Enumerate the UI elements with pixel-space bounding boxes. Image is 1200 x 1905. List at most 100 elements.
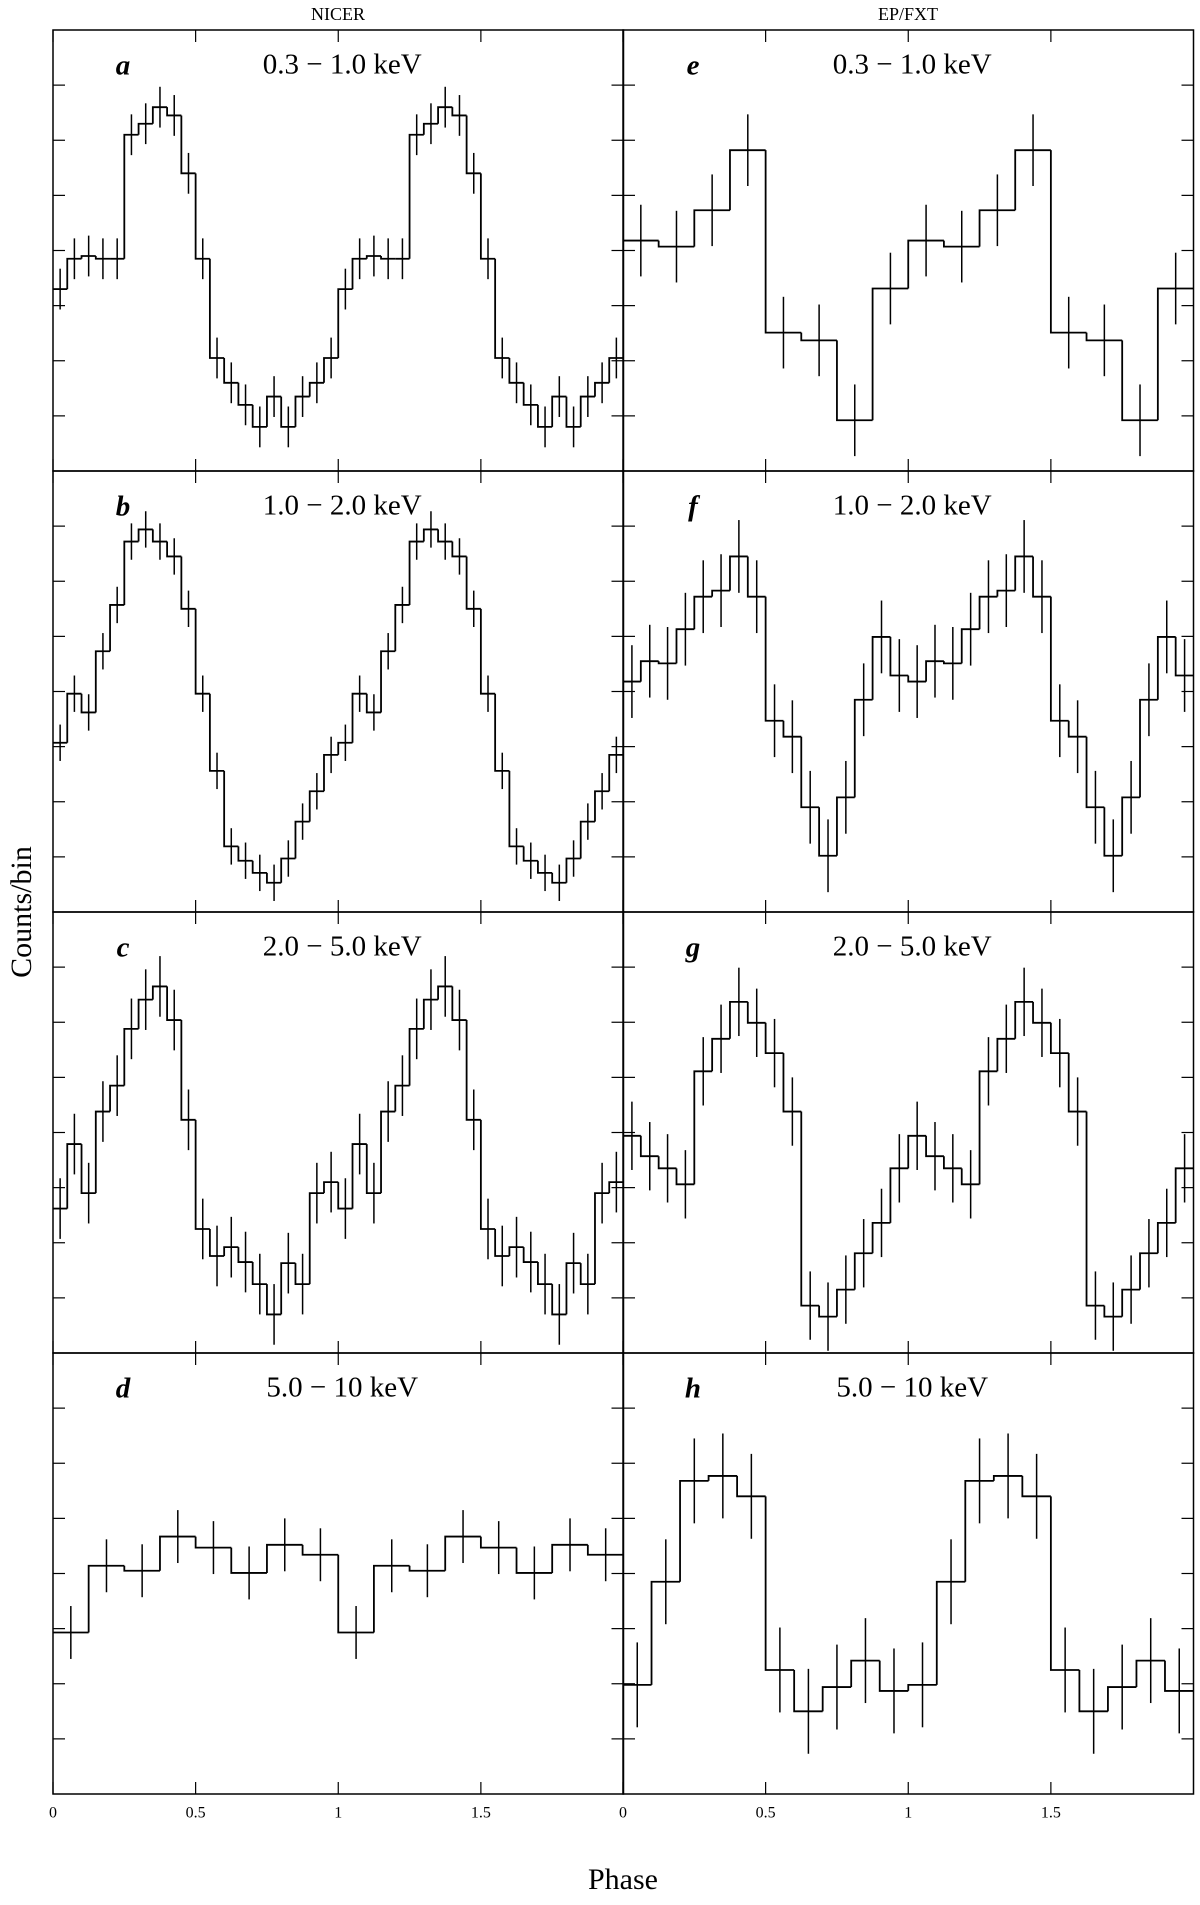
- step: [1049, 596, 1069, 722]
- step: [836, 1288, 855, 1317]
- step: [294, 820, 310, 859]
- step: [608, 1181, 624, 1194]
- step: [180, 556, 196, 610]
- step: [515, 1547, 553, 1574]
- step: [551, 872, 567, 884]
- step: [166, 107, 182, 117]
- step: [818, 807, 837, 857]
- panel-title: 1.0 − 2.0 keV: [833, 490, 992, 522]
- step: [223, 357, 239, 384]
- step: [308, 381, 324, 397]
- step: [280, 857, 296, 883]
- step: [1014, 149, 1051, 211]
- step: [151, 529, 168, 543]
- step: [1032, 1001, 1051, 1024]
- step: [729, 1000, 748, 1039]
- step: [380, 256, 396, 260]
- step: [889, 1167, 909, 1223]
- step: [208, 693, 225, 772]
- step: [194, 1119, 210, 1230]
- step: [251, 1262, 267, 1285]
- step: [764, 596, 784, 722]
- step: [394, 1084, 410, 1112]
- step: [365, 255, 382, 259]
- step: [494, 693, 510, 772]
- step: [1049, 1496, 1080, 1671]
- step: [537, 1262, 553, 1285]
- step: [764, 1496, 795, 1671]
- step: [853, 1252, 873, 1290]
- step: [465, 1020, 481, 1121]
- step: [1085, 1111, 1105, 1307]
- step: [294, 1263, 310, 1285]
- panel-frame: [52, 911, 625, 1354]
- step: [707, 1475, 738, 1481]
- step: [1121, 796, 1141, 856]
- x-tick-label: 1: [904, 1805, 912, 1822]
- step: [123, 540, 139, 605]
- y-axis-label: Counts/bin: [5, 846, 38, 978]
- step: [109, 604, 125, 652]
- panel-label: a: [116, 50, 131, 82]
- x-tick-label: 1: [334, 1805, 342, 1822]
- step: [80, 693, 96, 714]
- step: [251, 404, 267, 428]
- step: [925, 1135, 944, 1158]
- step: [729, 555, 748, 591]
- step: [764, 150, 802, 334]
- step: [1139, 1252, 1158, 1290]
- step: [836, 340, 873, 422]
- step: [479, 173, 496, 260]
- step: [87, 1564, 125, 1633]
- step: [123, 1565, 160, 1572]
- step: [657, 661, 677, 665]
- step: [323, 357, 339, 383]
- step: [408, 1565, 446, 1572]
- step: [166, 541, 182, 558]
- step: [1135, 1659, 1165, 1688]
- panel-title: 5.0 − 10 keV: [836, 1372, 988, 1404]
- step: [836, 796, 855, 856]
- step: [465, 115, 481, 175]
- step: [871, 287, 909, 421]
- step: [960, 1168, 980, 1186]
- step: [996, 589, 1016, 597]
- step: [711, 1037, 730, 1072]
- step: [380, 1110, 396, 1194]
- step: [365, 693, 382, 714]
- step: [679, 1479, 709, 1582]
- step: [337, 741, 353, 755]
- step: [594, 381, 610, 397]
- panel-title: 2.0 − 5.0 keV: [833, 931, 992, 963]
- step: [978, 209, 1016, 247]
- step: [66, 692, 82, 743]
- step: [579, 1263, 595, 1285]
- step: [764, 1022, 784, 1055]
- panel-title: 2.0 − 5.0 keV: [263, 931, 422, 963]
- step: [280, 396, 296, 428]
- step: [935, 1580, 966, 1685]
- step: [508, 1246, 524, 1256]
- step: [351, 1143, 367, 1209]
- step: [323, 753, 339, 792]
- step: [494, 258, 510, 359]
- step: [800, 332, 837, 342]
- step: [675, 1168, 695, 1186]
- step: [1078, 1669, 1108, 1713]
- step: [800, 1111, 820, 1307]
- panel-title: 0.3 − 1.0 keV: [263, 49, 422, 81]
- step: [537, 860, 553, 874]
- step: [693, 209, 730, 247]
- step: [782, 720, 802, 738]
- step: [109, 1084, 125, 1112]
- step: [1085, 736, 1105, 809]
- step: [451, 541, 467, 558]
- step: [194, 1536, 232, 1549]
- step: [408, 540, 424, 605]
- step: [746, 556, 766, 598]
- step: [565, 396, 581, 428]
- step: [693, 595, 713, 630]
- step: [394, 604, 410, 652]
- column-title: EP/FXT: [878, 4, 938, 24]
- step: [230, 1547, 267, 1574]
